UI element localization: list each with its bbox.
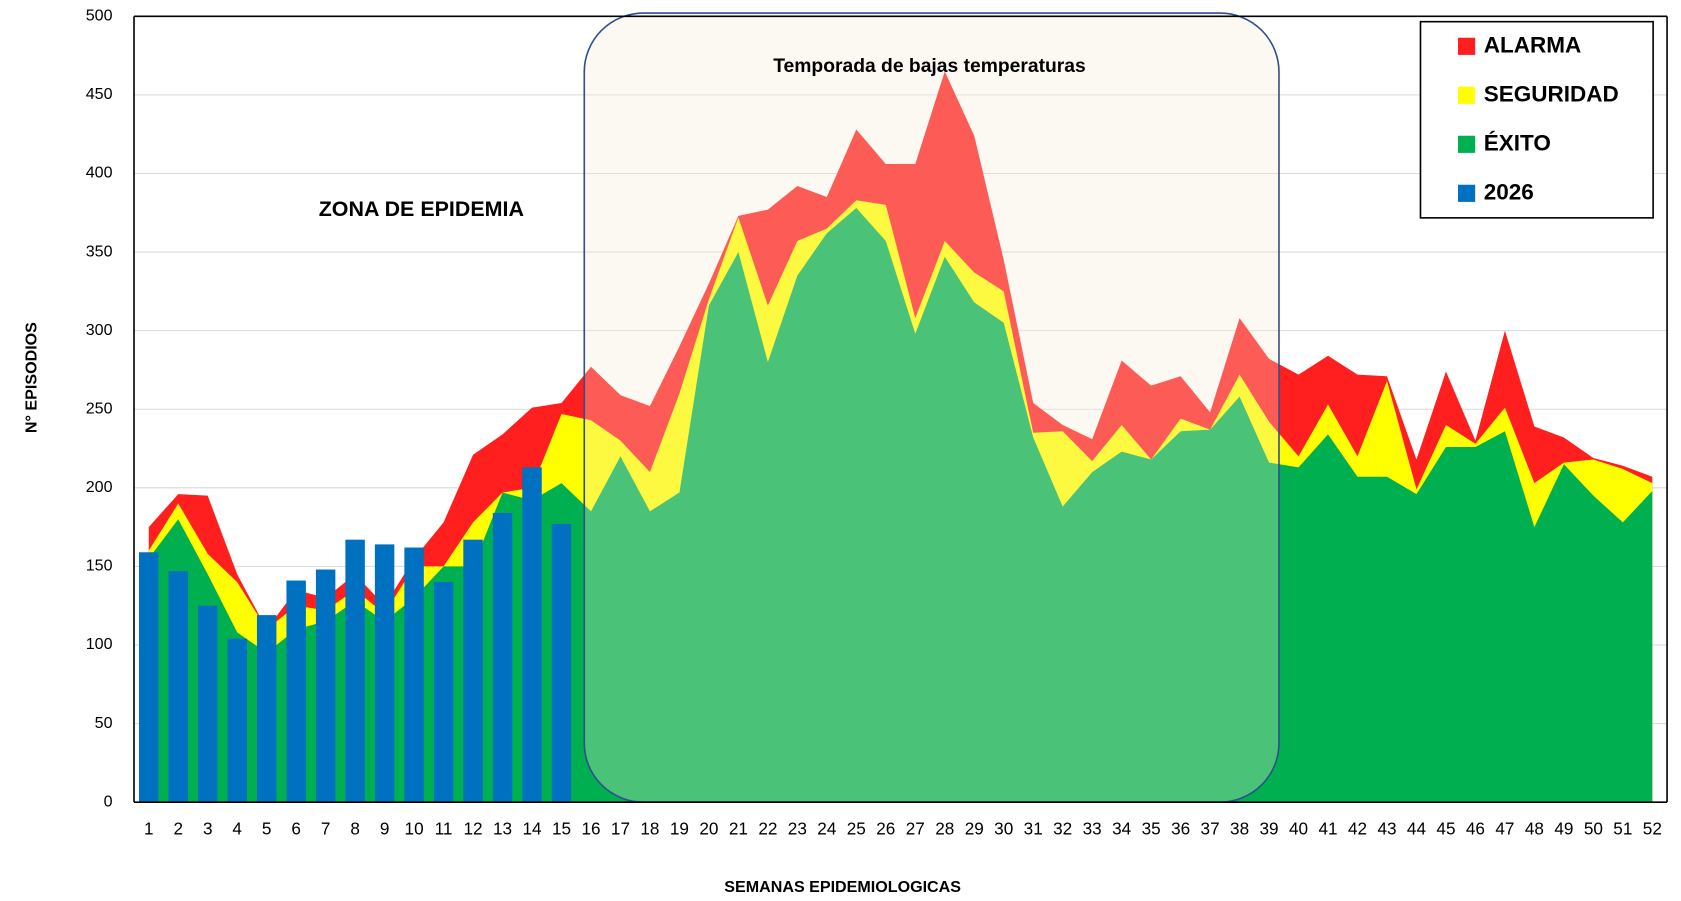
season-box <box>583 12 1280 803</box>
x-tick-label: 13 <box>493 819 512 839</box>
x-axis-title: SEMANAS EPIDEMIOLOGICAS <box>724 878 961 896</box>
x-tick-label: 12 <box>464 819 483 839</box>
x-tick-label: 51 <box>1613 819 1632 839</box>
bar <box>433 582 454 803</box>
x-tick-label: 41 <box>1318 819 1337 839</box>
x-tick-label: 22 <box>758 819 777 839</box>
legend-swatch <box>1458 184 1476 202</box>
x-tick-label: 42 <box>1348 819 1367 839</box>
x-tick-label: 30 <box>994 819 1013 839</box>
x-tick-label: 46 <box>1466 819 1485 839</box>
y-axis-title: N° EPISODIOS <box>22 322 40 433</box>
x-tick-label: 48 <box>1525 819 1544 839</box>
legend-swatch <box>1458 37 1476 55</box>
x-tick-label: 36 <box>1171 819 1190 839</box>
x-tick-label: 50 <box>1584 819 1603 839</box>
bar <box>463 539 483 803</box>
legend-label: ALARMA <box>1484 32 1581 57</box>
y-tick-label: 450 <box>86 85 113 103</box>
y-tick-label: 50 <box>95 714 113 732</box>
x-tick-label: 25 <box>847 819 866 839</box>
y-tick-label: 0 <box>104 792 113 810</box>
bar <box>197 605 218 803</box>
x-tick-label: 10 <box>405 819 424 839</box>
x-tick-label: 27 <box>906 819 925 839</box>
y-tick-label: 500 <box>86 7 113 25</box>
bar <box>522 467 542 803</box>
x-tick-label: 5 <box>262 819 272 839</box>
x-tick-label: 26 <box>876 819 895 839</box>
y-tick-label: 200 <box>86 478 113 496</box>
x-tick-label: 7 <box>321 819 331 839</box>
x-tick-label: 44 <box>1407 819 1427 839</box>
x-tick-label: 45 <box>1436 819 1455 839</box>
x-tick-label: 35 <box>1142 819 1161 839</box>
x-tick-label: 2 <box>173 819 183 839</box>
bar <box>345 539 365 803</box>
legend-label: SEGURIDAD <box>1484 81 1619 106</box>
x-tick-label: 8 <box>350 819 360 839</box>
x-tick-label: 11 <box>435 819 453 839</box>
y-tick-label: 250 <box>86 399 113 417</box>
x-tick-label: 33 <box>1083 819 1102 839</box>
legend-label: 2026 <box>1484 179 1534 204</box>
bar <box>286 580 306 803</box>
x-tick-label: 16 <box>581 819 600 839</box>
x-tick-label: 24 <box>817 819 837 839</box>
x-tick-label: 6 <box>291 819 301 839</box>
legend-swatch <box>1458 135 1476 153</box>
legend-label: ÉXITO <box>1484 130 1551 155</box>
x-tick-label: 9 <box>380 819 390 839</box>
bar <box>492 512 513 803</box>
x-tick-label: 1 <box>144 819 154 839</box>
annotation: ZONA DE EPIDEMIA <box>319 197 524 221</box>
x-tick-label: 4 <box>232 819 242 839</box>
x-tick-label: 49 <box>1554 819 1573 839</box>
bar <box>315 569 336 803</box>
x-tick-label: 43 <box>1377 819 1396 839</box>
bar <box>551 523 572 803</box>
x-tick-label: 52 <box>1643 819 1662 839</box>
x-tick-label: 47 <box>1495 819 1514 839</box>
y-tick-label: 100 <box>86 635 113 653</box>
bar <box>227 638 247 803</box>
x-tick-label: 18 <box>640 819 659 839</box>
x-tick-label: 31 <box>1024 819 1043 839</box>
y-tick-label: 150 <box>86 557 113 575</box>
x-tick-label: 21 <box>729 819 748 839</box>
bar <box>139 552 159 803</box>
legend-swatch <box>1458 86 1476 104</box>
x-tick-label: 17 <box>611 819 630 839</box>
x-tick-label: 20 <box>699 819 718 839</box>
x-tick-label: 34 <box>1112 819 1132 839</box>
annotation: Temporada de bajas temperaturas <box>773 56 1086 77</box>
x-tick-label: 40 <box>1289 819 1308 839</box>
bar <box>168 571 188 803</box>
x-tick-label: 38 <box>1230 819 1249 839</box>
bar <box>256 615 277 803</box>
x-tick-label: 15 <box>552 819 571 839</box>
y-tick-label: 400 <box>86 164 113 182</box>
bar <box>374 544 395 803</box>
x-tick-label: 39 <box>1260 819 1279 839</box>
y-tick-label: 350 <box>86 242 113 260</box>
x-tick-label: 14 <box>522 819 542 839</box>
x-tick-label: 32 <box>1053 819 1072 839</box>
x-tick-label: 28 <box>935 819 954 839</box>
x-tick-label: 19 <box>670 819 689 839</box>
bar <box>404 547 424 803</box>
x-tick-label: 23 <box>788 819 807 839</box>
x-tick-label: 37 <box>1201 819 1220 839</box>
x-tick-label: 3 <box>203 819 213 839</box>
y-tick-label: 300 <box>86 321 113 339</box>
x-tick-label: 29 <box>965 819 984 839</box>
